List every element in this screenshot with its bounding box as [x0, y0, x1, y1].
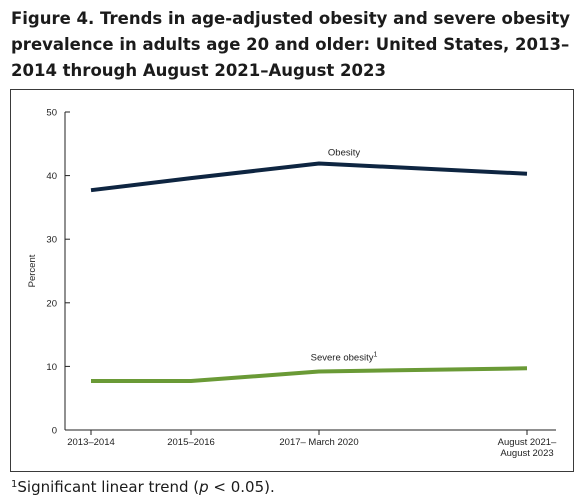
y-tick-label: 0: [52, 426, 57, 437]
x-tick-label: August 2021–: [498, 437, 557, 448]
series-line-1: [91, 366, 528, 383]
y-tick-label: 50: [46, 108, 57, 119]
line-chart: 0 10 20 30 40 50 Percent 2013–2014 2015–2016 2017…: [27, 108, 557, 460]
figure-title: Figure 4. Trends in age-adjusted obesity…: [11, 9, 571, 80]
footnote-p-value: p: [199, 478, 209, 496]
x-tick-label: 2017– March 2020: [279, 437, 358, 448]
x-tick-label: 2015–2016: [167, 437, 215, 448]
y-tick-label: 30: [46, 235, 57, 246]
y-tick-label: 20: [46, 298, 57, 309]
x-tick-label: August 2023: [500, 448, 553, 459]
series-label-superscript: 1: [373, 351, 377, 358]
footnote-text-end: < 0.05).: [208, 478, 275, 496]
series-label-text: Obesity: [328, 148, 360, 159]
series-label-0: Obesity: [328, 148, 360, 159]
footnote-text: Significant linear trend (: [17, 478, 200, 496]
y-axis-title: Percent: [27, 254, 38, 287]
x-tick-label: 2013–2014: [67, 437, 115, 448]
y-tick-label: 40: [46, 171, 57, 182]
series-line-0: [90, 161, 528, 193]
series-label-text: Severe obesity: [311, 352, 374, 363]
footnote: 1Significant linear trend (p < 0.05).: [11, 476, 275, 496]
series-label-1: Severe obesity1: [311, 351, 378, 363]
footnote-marker: 1: [11, 479, 18, 490]
y-tick-label: 10: [46, 362, 57, 373]
chart-frame: 0 10 20 30 40 50 Percent 2013–2014 2015–2016 2017…: [10, 89, 574, 472]
